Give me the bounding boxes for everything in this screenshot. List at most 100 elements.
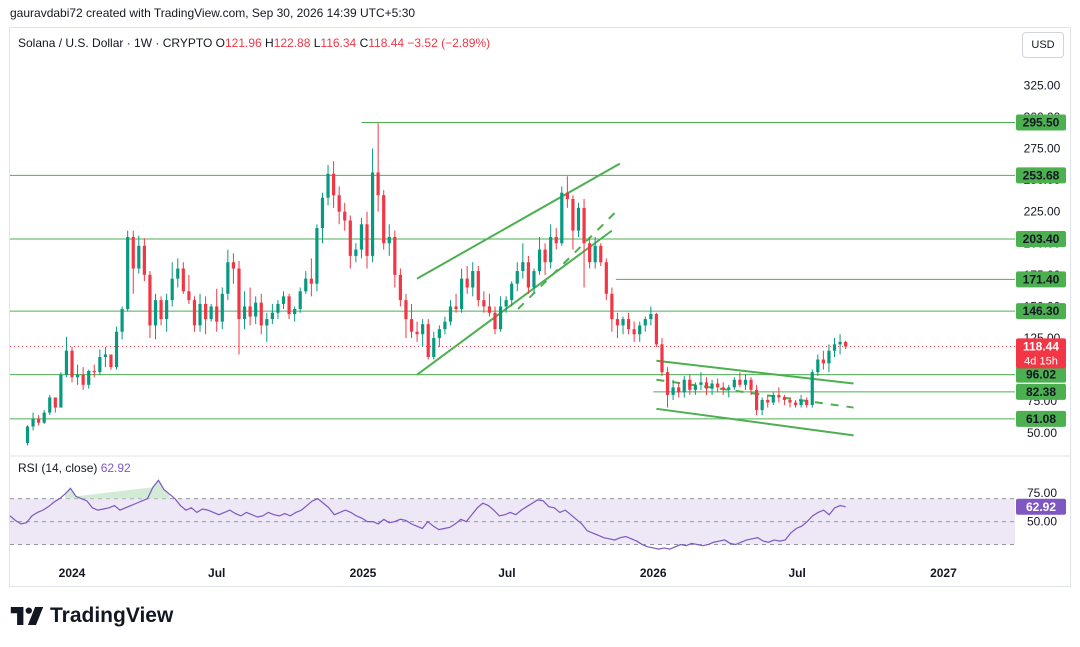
trendline [416, 229, 613, 376]
candle-body [276, 303, 280, 313]
candle-body [148, 274, 152, 326]
candle-body [493, 312, 497, 330]
candle-body [231, 262, 236, 269]
candle-body [393, 236, 397, 275]
tradingview-brand[interactable]: TradingView [10, 604, 173, 628]
candle-body [554, 236, 558, 244]
candle-body [682, 379, 686, 393]
brand-name: TradingView [50, 604, 174, 627]
candle-body [465, 278, 469, 288]
candle-body [426, 324, 430, 358]
candle-body [265, 319, 269, 326]
candle-body [471, 271, 475, 288]
level-label: 171.40 [1023, 272, 1060, 286]
candle-body [409, 319, 414, 332]
candle-body [671, 387, 675, 395]
trendline [517, 207, 621, 310]
candle-body [432, 338, 436, 358]
low-value: 116.34 [320, 36, 357, 50]
rsi-overbought-fill [64, 480, 170, 499]
candle-body [354, 249, 358, 256]
price-tick-label: 50.00 [1027, 426, 1057, 440]
rsi-label: RSI (14, close) [18, 461, 98, 475]
candle-body [788, 399, 792, 403]
chart-caption: gauravdabi72 created with TradingView.co… [10, 6, 416, 20]
last-price-box [1016, 338, 1066, 369]
rsi-band [10, 498, 1015, 545]
candle-body [103, 354, 108, 358]
candle-body [270, 312, 274, 320]
candle-body [64, 350, 69, 375]
candle-body [42, 412, 46, 423]
change-value: −3.52 (−2.89%) [407, 36, 491, 50]
candle-body [688, 379, 692, 390]
candle-body [704, 382, 709, 389]
candle-body [543, 249, 547, 263]
candle-body [359, 224, 364, 250]
candle-body [304, 278, 308, 292]
symbol-legend: Solana / U.S. Dollar · 1W · CRYPTO O121.… [18, 36, 490, 50]
candle-body [599, 245, 603, 263]
candle-body [615, 319, 620, 326]
candle-body [643, 319, 647, 326]
candle-body [287, 296, 291, 315]
candle-body [448, 306, 453, 322]
candle-body [515, 271, 519, 284]
low-label: L [313, 36, 321, 50]
candle-body [810, 372, 814, 406]
rsi-pane [9, 479, 1015, 550]
currency-button[interactable]: USD [1022, 32, 1064, 58]
level-label-box [1016, 271, 1066, 288]
candle-body [259, 302, 263, 326]
candle-body [31, 418, 35, 427]
candle-body [293, 308, 297, 315]
candle-body [320, 197, 325, 229]
price-tick-label: 275.00 [1024, 141, 1061, 155]
candle-body [754, 389, 759, 411]
level-label-box [1016, 114, 1066, 131]
level-label: 96.02 [1026, 368, 1056, 382]
level-label: 61.08 [1026, 412, 1056, 426]
candle-body [526, 262, 531, 288]
candle-body [387, 236, 391, 244]
candle-body [192, 300, 197, 326]
candle-body [81, 374, 85, 385]
candle-body [560, 192, 564, 244]
candle-body [176, 268, 180, 279]
candle-body [482, 300, 486, 307]
candle-body [226, 262, 230, 294]
candle-body [398, 274, 402, 301]
candle-body [844, 341, 848, 347]
rsi-tick-label: 75.00 [1027, 486, 1057, 500]
candle-body [326, 173, 330, 198]
candle-body [114, 331, 119, 368]
time-tick-label: Jul [208, 566, 225, 580]
time-tick-label: 2025 [350, 566, 377, 580]
close-label: C [359, 36, 369, 50]
candle-body [37, 418, 41, 423]
candle-body [749, 379, 753, 390]
candle-body [120, 308, 124, 332]
candle-body [298, 291, 302, 309]
candle-body [382, 195, 386, 244]
candle-body [782, 397, 787, 400]
candle-body [638, 325, 642, 335]
rsi-value-label: 62.92 [1026, 500, 1056, 514]
candle-body [498, 306, 503, 330]
time-tick-label: Jul [788, 566, 805, 580]
level-label-box [1016, 383, 1066, 400]
candle-body [75, 374, 80, 378]
candle-body [170, 278, 174, 301]
trendline [656, 407, 854, 437]
candle-body [415, 331, 419, 335]
chart-frame [9, 27, 1071, 587]
candle-body [48, 397, 52, 413]
candle-body [743, 379, 748, 385]
candle-body [337, 195, 341, 212]
candle-body [343, 211, 347, 221]
candles-layer [25, 123, 848, 446]
rsi-legend: RSI (14, close) 62.92 [18, 461, 131, 475]
candle-body [476, 271, 480, 301]
candle-body [59, 374, 63, 408]
